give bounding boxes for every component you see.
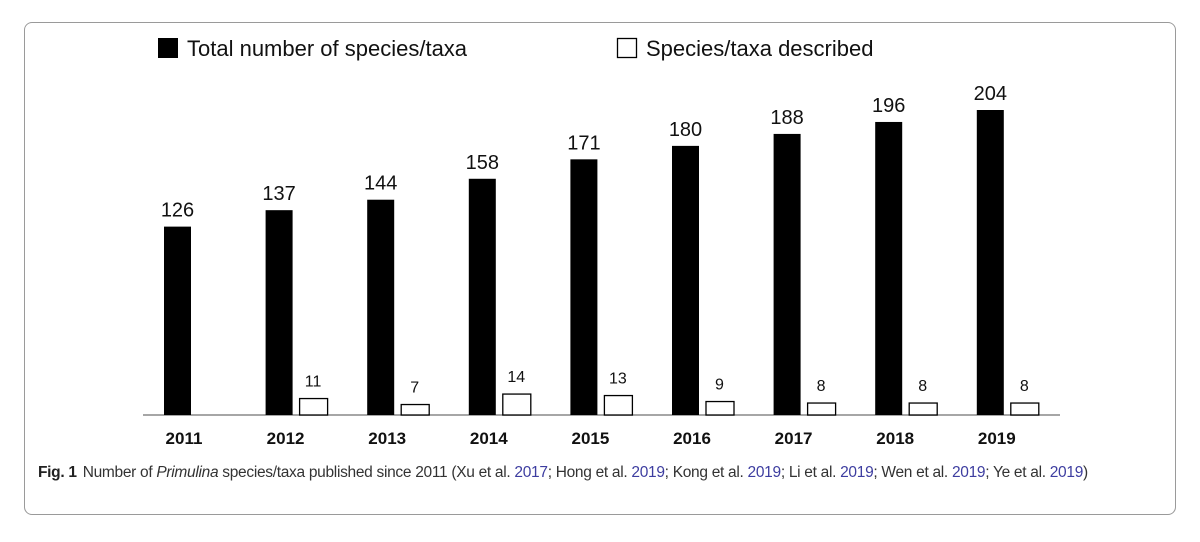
ref-author: Hong et al. [555,464,632,481]
x-tick-label: 2014 [470,429,508,448]
total-bar [672,145,699,415]
x-tick-label: 2017 [775,429,813,448]
total-value-label: 137 [262,183,295,205]
total-bar [367,199,395,415]
total-bar [265,210,293,415]
ref-author: Xu et al. [456,464,515,481]
total-bar [773,133,801,415]
described-value-label: 9 [715,377,724,394]
legend-swatch-total [158,38,178,58]
caption-genus: Primulina [156,464,219,481]
described-bar [908,402,938,416]
ref-separator: ; [985,464,993,481]
ref-year-link[interactable]: 2019 [747,464,782,481]
legend-label-total: Total number of species/taxa [187,36,468,61]
x-tick-label: 2013 [368,429,406,448]
x-tick-label: 2015 [571,429,609,448]
described-bar [1010,402,1040,416]
ref-separator: ; [873,464,882,481]
described-bar [298,397,329,416]
caption-text: Number of [82,464,157,481]
total-value-label: 188 [770,107,803,129]
described-value-label: 8 [817,378,826,395]
described-bar [603,394,634,416]
total-value-label: 126 [161,200,194,222]
ref-year-link[interactable]: 2019 [840,464,874,481]
ref-year-link[interactable]: 2019 [951,464,986,481]
figure-frame [24,22,1176,515]
described-value-label: 8 [1020,378,1029,395]
total-bar [164,226,191,415]
ref-year-link[interactable]: 2017 [514,464,548,481]
described-value-label: 7 [410,380,419,397]
x-tick-label: 2018 [876,429,914,448]
ref-year-link[interactable]: 2019 [1049,464,1084,481]
total-value-label: 180 [669,119,702,141]
x-tick-label: 2012 [267,429,305,448]
ref-separator: ) [1083,464,1088,481]
total-value-label: 204 [974,83,1007,105]
ref-author: Ye et al. [992,464,1050,481]
caption-text-2: species/taxa published since 2011 ( [218,464,457,481]
legend-label-described: Species/taxa described [646,36,873,61]
total-bar [468,178,496,415]
described-value-label: 14 [507,369,525,386]
total-value-label: 144 [364,173,397,195]
caption-references: Xu et al. 2017; Hong et al. 2019; Kong e… [456,464,1088,481]
x-tick-label: 2011 [166,429,203,448]
ref-year-link[interactable]: 2019 [631,464,665,481]
figure-caption: Fig. 1 Number of Primulina species/taxa p… [38,462,1158,484]
x-tick-label: 2019 [978,429,1016,448]
ref-separator: ; [547,464,556,481]
total-bar [875,121,903,415]
described-value-label: 11 [305,374,322,391]
total-value-label: 171 [567,132,600,154]
total-bar [570,159,598,415]
total-value-label: 196 [872,95,905,117]
caption-label: Fig. 1 [38,464,77,481]
legend-swatch-described [616,37,638,59]
total-value-label: 158 [466,152,499,174]
ref-author: Wen et al. [881,464,952,481]
ref-separator: ; [664,464,673,481]
described-value-label: 13 [609,371,627,388]
described-value-label: 8 [918,378,927,395]
ref-author: Li et al. [788,464,841,481]
x-tick-label: 2016 [673,429,711,448]
described-bar [502,393,532,416]
described-bar [705,400,735,416]
ref-separator: ; [780,464,789,481]
ref-author: Kong et al. [672,464,748,481]
described-bar [806,402,837,416]
total-bar [976,110,1004,415]
described-bar [400,403,430,416]
